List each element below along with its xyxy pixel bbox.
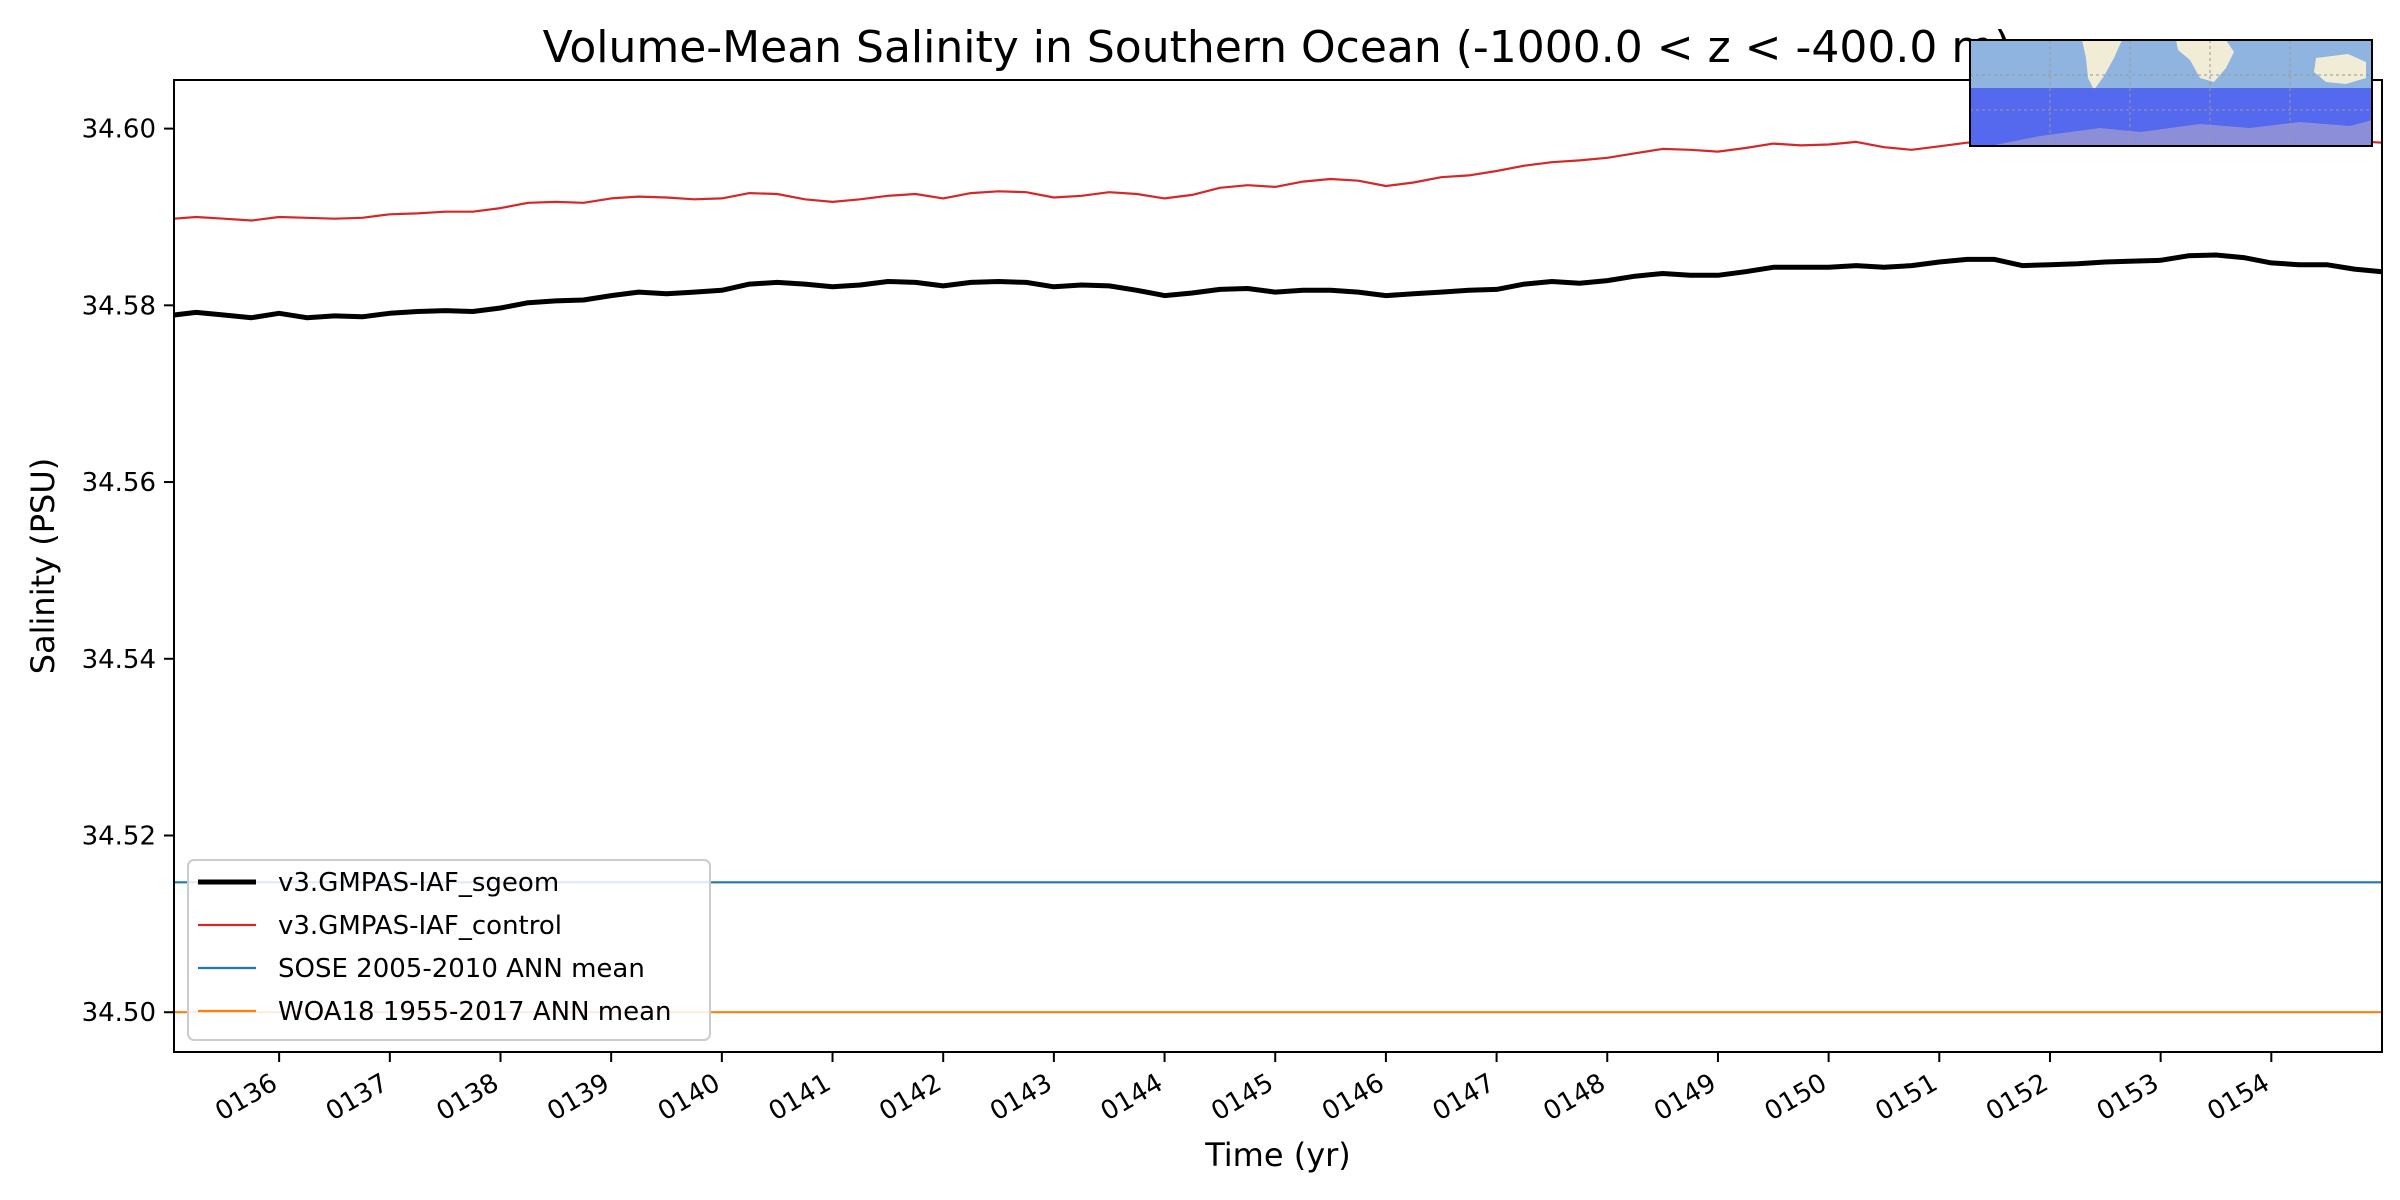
x-tick-label: 0138 — [432, 1068, 504, 1127]
x-tick-label: 0152 — [1981, 1068, 2053, 1127]
legend-label: v3.GMPAS-IAF_control — [278, 911, 562, 941]
x-tick-label: 0140 — [653, 1068, 725, 1127]
legend-label: v3.GMPAS-IAF_sgeom — [278, 868, 559, 898]
inset-land-south-america — [2082, 40, 2122, 90]
x-tick-label: 0146 — [1317, 1068, 1389, 1127]
plot-frame — [173, 79, 2383, 1053]
inset-land-africa — [2176, 40, 2234, 82]
y-tick-label: 34.52 — [82, 822, 156, 852]
inset-region-map — [1969, 39, 2373, 147]
y-tick-label: 34.56 — [82, 468, 156, 498]
x-tick-label: 0145 — [1206, 1068, 1278, 1127]
chart-title: Volume-Mean Salinity in Southern Ocean (… — [543, 22, 2012, 73]
x-tick-label: 0151 — [1870, 1068, 1942, 1127]
y-tick-label: 34.58 — [82, 291, 156, 321]
legend: v3.GMPAS-IAF_sgeom v3.GMPAS-IAF_control SO… — [187, 859, 711, 1041]
x-tick-label: 0141 — [764, 1068, 836, 1127]
y-axis-label: Salinity (PSU) — [24, 458, 62, 675]
x-tick-label: 0149 — [1649, 1068, 1721, 1127]
x-tick-label: 0150 — [1760, 1068, 1832, 1127]
y-axis: 34.50 34.52 34.54 34.56 34.58 34.60 — [82, 115, 174, 1028]
inset-land-australia — [2314, 54, 2366, 84]
inset-land-antarctica — [1990, 120, 2372, 146]
x-tick-label: 0136 — [210, 1068, 282, 1127]
x-tick-label: 0147 — [1428, 1068, 1500, 1127]
inset-frame — [1969, 39, 2373, 147]
x-axis-label: Time (yr) — [1204, 1136, 1351, 1174]
legend-label: WOA18 1955-2017 ANN mean — [278, 997, 672, 1027]
legend-label: SOSE 2005-2010 ANN mean — [278, 954, 645, 984]
x-tick-label: 0139 — [542, 1068, 614, 1127]
x-tick-label: 0148 — [1538, 1068, 1610, 1127]
x-tick-label: 0144 — [1096, 1068, 1168, 1127]
series-line-1 — [173, 252, 2383, 321]
y-tick-label: 34.54 — [82, 645, 156, 675]
x-tick-label: 0154 — [2203, 1068, 2275, 1127]
x-tick-label: 0137 — [321, 1068, 393, 1127]
legend-items: v3.GMPAS-IAF_sgeom v3.GMPAS-IAF_control SO… — [198, 868, 672, 1027]
x-tick-label: 0143 — [985, 1068, 1057, 1127]
legend-box — [187, 859, 711, 1041]
inset-graticule — [1970, 40, 2372, 146]
x-tick-label: 0153 — [2092, 1068, 2164, 1127]
x-axis: 0136 0137 0138 0139 0140 0141 0142 0143 0144 0145… — [210, 1052, 2275, 1127]
y-tick-label: 34.60 — [82, 115, 156, 145]
x-tick-label: 0142 — [874, 1068, 946, 1127]
y-tick-label: 34.50 — [82, 998, 156, 1028]
